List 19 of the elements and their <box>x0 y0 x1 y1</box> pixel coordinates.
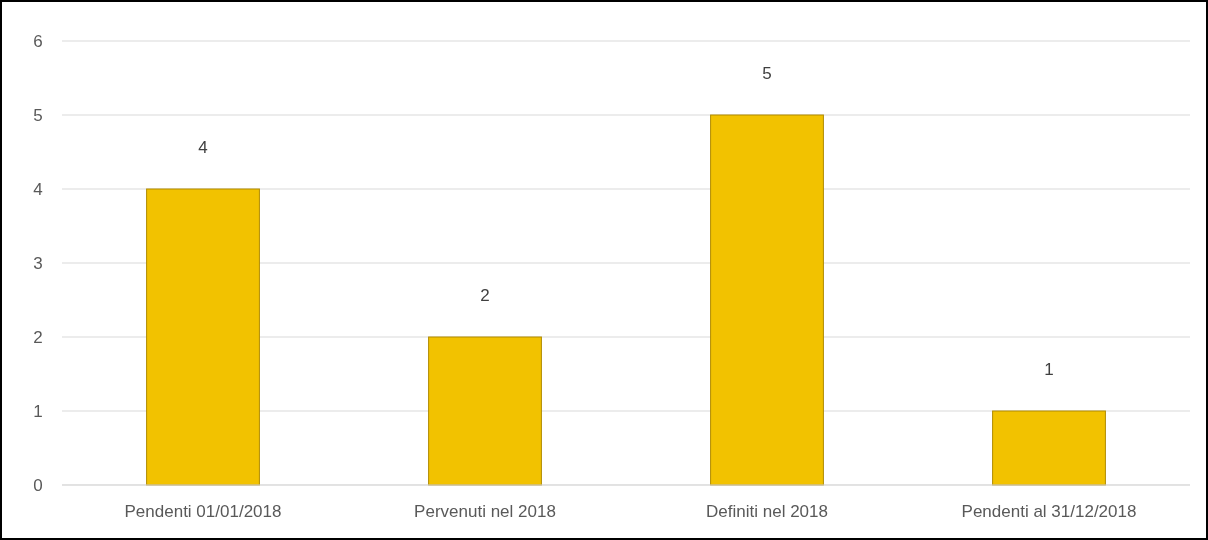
y-tick-label: 6 <box>33 31 43 51</box>
bar <box>992 410 1106 486</box>
y-tick-label: 3 <box>33 253 43 273</box>
x-tick-label: Pervenuti nel 2018 <box>414 502 556 521</box>
y-tick-label: 2 <box>33 327 43 347</box>
x-tick-label: Pendenti 01/01/2018 <box>124 502 282 521</box>
data-label: 1 <box>1044 360 1054 379</box>
bar <box>710 114 824 486</box>
y-tick-label: 5 <box>33 105 43 125</box>
bar <box>146 188 260 486</box>
data-label: 5 <box>762 64 772 83</box>
y-tick-label: 0 <box>33 475 43 495</box>
x-tick-label: Pendenti al 31/12/2018 <box>961 502 1137 521</box>
bar <box>428 336 542 486</box>
data-label: 4 <box>198 138 208 157</box>
y-tick-label: 1 <box>33 401 43 421</box>
data-label: 2 <box>480 286 490 305</box>
x-tick-label: Definiti nel 2018 <box>706 502 828 521</box>
y-tick-label: 4 <box>33 179 43 199</box>
